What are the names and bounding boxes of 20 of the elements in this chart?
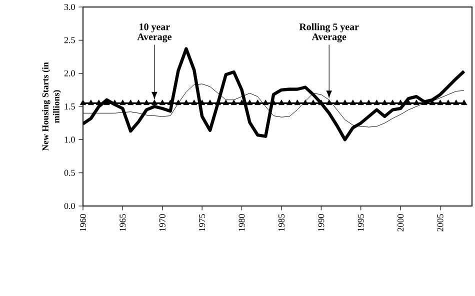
x-tick-label: 1965 <box>120 214 126 231</box>
x-tick-label: 1985 <box>278 214 284 231</box>
x-tick-label: 1995 <box>358 214 364 231</box>
y-tick-label: 3.0 <box>64 4 75 10</box>
y-tick-label: 1.0 <box>64 136 75 143</box>
y-tick-label: 1.5 <box>64 103 75 110</box>
text: Rolling 5 year Average <box>299 23 359 42</box>
x-tick-label: 2005 <box>437 214 444 232</box>
text: 10 year Average <box>137 24 172 42</box>
y-tick-label: 0.5 <box>64 170 75 176</box>
y-tick-label: 2.0 <box>64 70 75 76</box>
x-tick-label: 1960 <box>80 214 86 231</box>
x-tick-label: 2000 <box>398 214 404 232</box>
x-tick-label: 1980 <box>238 214 245 231</box>
y-tick-label: 2.5 <box>64 37 75 44</box>
x-tick-label: 1975 <box>199 214 206 231</box>
y-axis-title: New Housing Starts (in millions) <box>42 62 62 151</box>
y-tick-label: 0.0 <box>64 202 75 210</box>
x-tick-label: 1970 <box>159 214 166 231</box>
x-tick-label: 1990 <box>318 214 324 231</box>
